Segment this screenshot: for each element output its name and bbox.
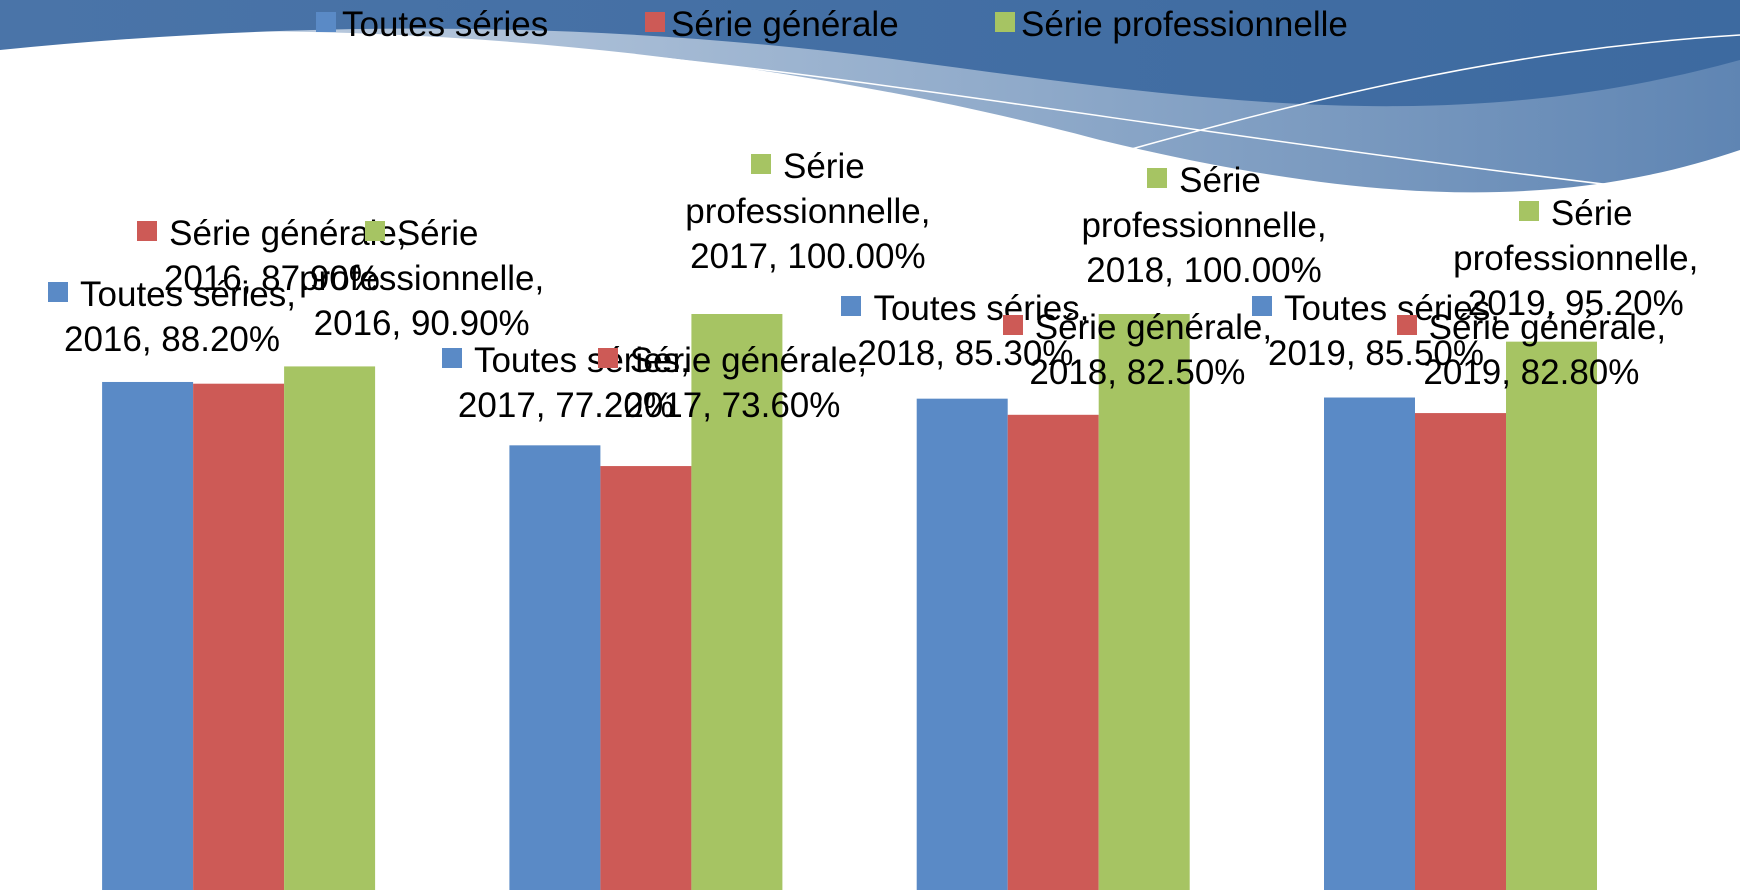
bar [102, 382, 193, 890]
bar [1415, 413, 1506, 890]
label-swatch [841, 296, 861, 316]
label-swatch [1003, 315, 1023, 335]
slide: Toutes séries, 2016, 88.20%Toutes séries… [0, 0, 1740, 890]
label-swatch [751, 154, 771, 174]
bar [1008, 415, 1099, 890]
label-swatch [1397, 315, 1417, 335]
legend-item: Toutes séries [316, 2, 548, 47]
label-swatch [137, 221, 157, 241]
label-text: Série professionnelle, 2019, 95.20% [1453, 194, 1698, 323]
bar [917, 399, 1008, 890]
bar [284, 366, 375, 890]
legend-swatch [995, 12, 1015, 32]
data-label: Série générale, 2018, 82.50% [987, 305, 1287, 395]
data-label: Série professionnelle, 2017, 100.00% [658, 144, 958, 279]
data-label: Série professionnelle, 2018, 100.00% [1054, 158, 1354, 293]
chart [0, 0, 1740, 890]
label-swatch [1519, 201, 1539, 221]
legend-item: Série professionnelle [995, 2, 1348, 47]
legend-label: Toutes séries [342, 5, 548, 44]
bar [1506, 342, 1597, 890]
label-text: Série professionnelle, 2017, 100.00% [685, 147, 930, 276]
legend-label: Série professionnelle [1021, 5, 1348, 44]
label-swatch [442, 348, 462, 368]
legend-swatch [645, 12, 665, 32]
label-text: Série professionnelle, 2018, 100.00% [1081, 161, 1326, 290]
label-text: Série professionnelle, 2016, 90.90% [299, 214, 544, 343]
label-swatch [598, 348, 618, 368]
label-swatch [48, 282, 68, 302]
legend-label: Série générale [671, 5, 899, 44]
legend-item: Série générale [645, 2, 899, 47]
label-text: Série générale, 2017, 73.60% [624, 341, 867, 425]
bar [1324, 398, 1415, 890]
bar [509, 445, 600, 890]
data-label: Série professionnelle, 2016, 90.90% [272, 211, 572, 346]
bar [193, 384, 284, 890]
label-swatch [1147, 168, 1167, 188]
data-label: Série générale, 2017, 73.60% [582, 338, 882, 428]
bar [600, 466, 691, 890]
legend-swatch [316, 12, 336, 32]
label-swatch [365, 221, 385, 241]
data-label: Série professionnelle, 2019, 95.20% [1426, 191, 1726, 326]
bar [1099, 314, 1190, 890]
label-text: Série générale, 2018, 82.50% [1029, 308, 1272, 392]
